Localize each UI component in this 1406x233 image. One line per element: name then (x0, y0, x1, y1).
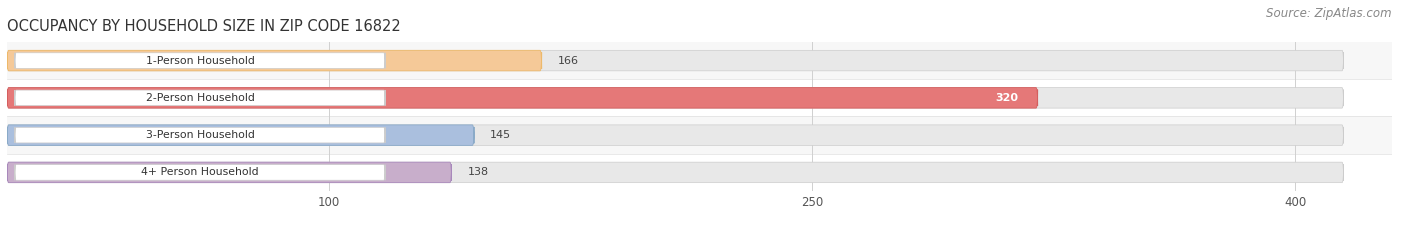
FancyBboxPatch shape (14, 90, 385, 106)
FancyBboxPatch shape (7, 125, 474, 145)
Text: 1-Person Household: 1-Person Household (146, 56, 254, 65)
Text: 3-Person Household: 3-Person Household (146, 130, 254, 140)
FancyBboxPatch shape (14, 164, 385, 180)
Text: OCCUPANCY BY HOUSEHOLD SIZE IN ZIP CODE 16822: OCCUPANCY BY HOUSEHOLD SIZE IN ZIP CODE … (7, 19, 401, 34)
Text: 4+ Person Household: 4+ Person Household (142, 168, 259, 177)
Text: 138: 138 (468, 168, 489, 177)
Text: 2-Person Household: 2-Person Household (146, 93, 254, 103)
FancyBboxPatch shape (7, 162, 451, 183)
FancyBboxPatch shape (7, 50, 541, 71)
Text: 320: 320 (995, 93, 1018, 103)
FancyBboxPatch shape (7, 88, 1344, 108)
FancyBboxPatch shape (14, 127, 385, 143)
Bar (7, 42, 1392, 79)
FancyBboxPatch shape (7, 50, 1344, 71)
Text: 166: 166 (558, 56, 579, 65)
Bar (7, 116, 1392, 154)
FancyBboxPatch shape (7, 162, 1344, 183)
Bar (7, 154, 1392, 191)
FancyBboxPatch shape (7, 88, 1038, 108)
Text: 145: 145 (491, 130, 512, 140)
Bar (7, 79, 1392, 116)
FancyBboxPatch shape (7, 125, 1344, 145)
Text: Source: ZipAtlas.com: Source: ZipAtlas.com (1267, 7, 1392, 20)
FancyBboxPatch shape (14, 53, 385, 69)
